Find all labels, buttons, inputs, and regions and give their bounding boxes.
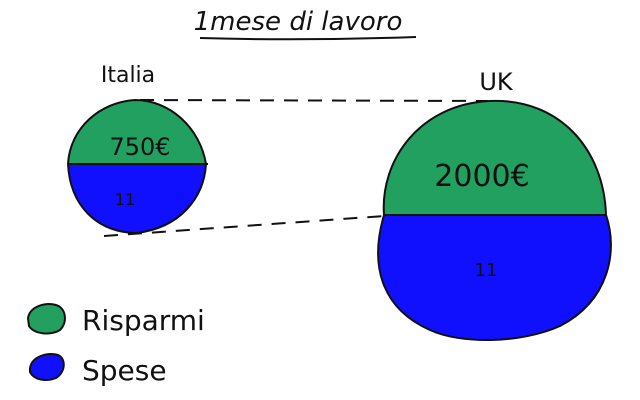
italia-savings-label: 750€ [109,133,170,161]
italia-expenses-segment [68,164,206,233]
uk-label: UK [479,68,514,96]
diagram-title: 1mese di lavoro [194,7,403,37]
legend-expenses-icon [29,353,65,381]
uk-circle-outline [377,99,612,341]
uk-expenses-segment [378,215,611,341]
uk-savings-label: 2000€ [434,159,529,194]
legend-savings-label: Risparmi [82,304,205,337]
legend-expenses-label: Spese [82,354,167,387]
top-dashed-connector [139,99,489,102]
italia-label: Italia [101,63,155,88]
uk-savings-segment [383,100,606,215]
italia-savings-segment [68,100,206,164]
uk-circle [377,99,612,341]
italia-circle [66,98,208,235]
uk-expenses-label: 11 [475,260,498,281]
title-underline [199,36,417,41]
legend: Risparmi Spese [26,303,205,387]
italia-expenses-label: 11 [115,190,135,209]
legend-savings-icon [26,303,66,335]
